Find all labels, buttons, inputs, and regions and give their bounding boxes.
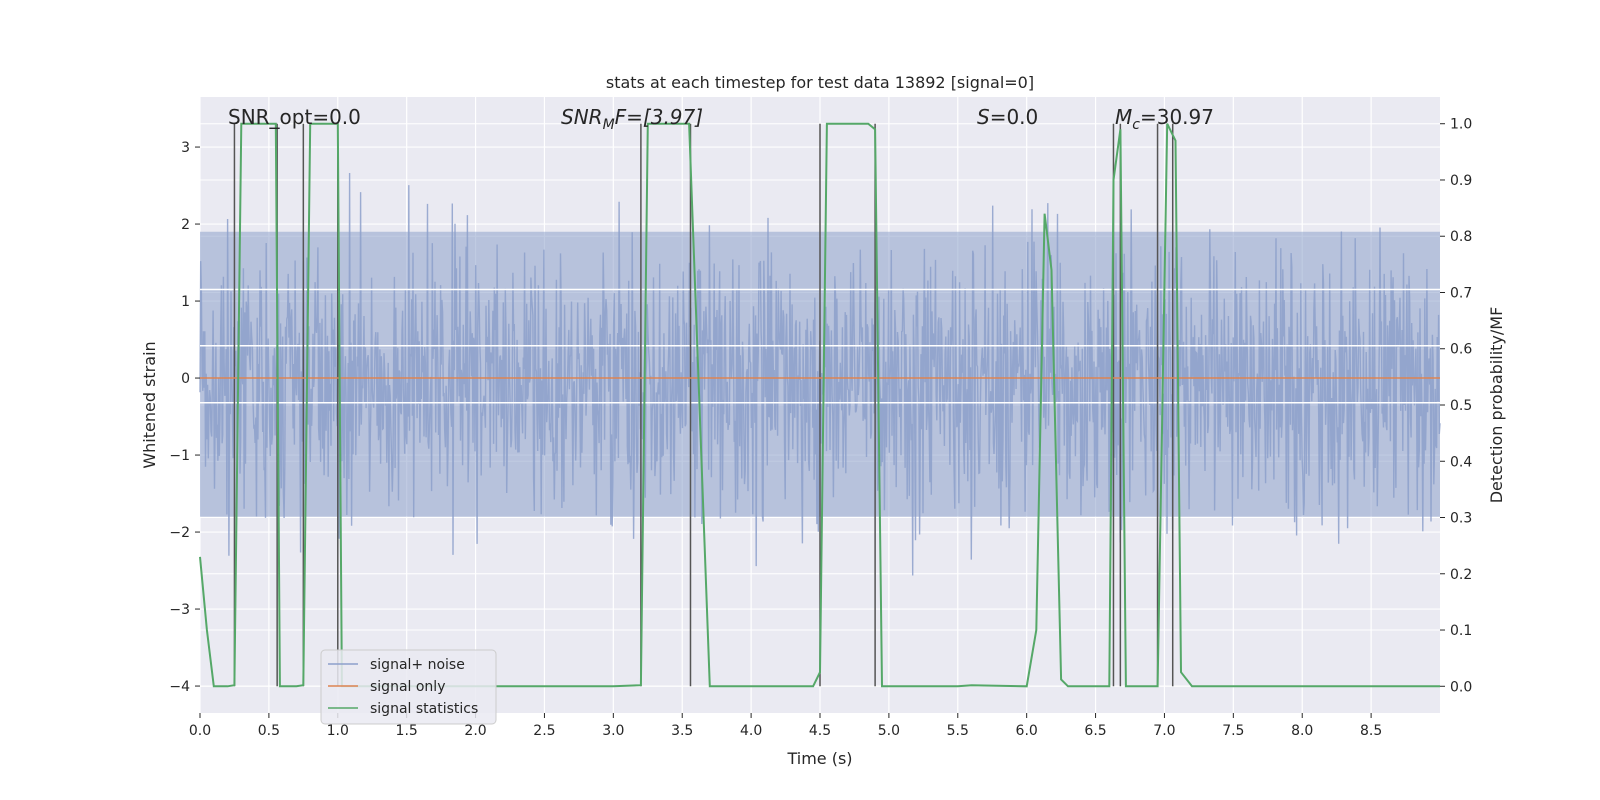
y-axis-label: Whitened strain [140,341,159,468]
x-tick-label: 7.5 [1222,723,1244,739]
annotation-snr-mf: SNRMF=[3.97] [561,105,703,133]
legend: signal+ noise signal only signal statist… [320,649,497,725]
x-tick-label: 2.5 [533,723,555,739]
signal-statistics-series [199,122,1440,688]
y2-tick-label: 0.0 [1450,679,1472,695]
x-tick-label: 5.0 [878,723,900,739]
x-tick-label: 6.0 [1016,723,1038,739]
y2-tick-label: 1.0 [1450,117,1472,133]
annotation-mc: Mc=30.97 [1115,105,1214,133]
y2-tick-label: 0.7 [1450,285,1472,301]
annotation-snr-mf-suffix: F=[3.97] [615,105,703,129]
x-tick-label: 4.0 [740,723,762,739]
y2-tick-label: 0.5 [1450,398,1472,414]
annotation-s-main: S [977,105,990,129]
x-axis-label: Time (s) [786,749,852,768]
y2-tick-label: 0.2 [1450,567,1472,583]
legend-label-signal-only: signal only [370,679,445,695]
annotation-mc-main: M [1115,105,1132,129]
x-tick-label: 2.0 [464,723,486,739]
y-tick-label: 2 [181,217,190,233]
x-tick-label: 0.0 [189,723,211,739]
annotation-mc-suffix: =30.97 [1140,105,1214,129]
y2-tick-label: 0.8 [1450,229,1472,245]
y2-tick-label: 0.9 [1450,173,1472,189]
x-tick-label: 3.0 [602,723,624,739]
x-axis-ticks: 0.0 0.5 1.0 1.5 2.0 2.5 3.0 3.5 4.0 4.5 5.0 5.5 6.0 6… [189,713,1382,739]
y-tick-label: −2 [169,525,190,541]
y2-tick-label: 0.1 [1450,623,1472,639]
annotation-snr-mf-main: SNR [561,105,603,129]
x-tick-label: 1.0 [327,723,349,739]
x-tick-label: 7.0 [1153,723,1175,739]
y-tick-label: −4 [169,679,190,695]
annotation-snr-opt: SNR_opt=0.0 [228,105,361,129]
y-tick-label: 3 [181,140,190,156]
y2-axis-label: Detection probability/MF [1487,307,1506,504]
legend-label-signal-noise: signal+ noise [370,657,465,673]
signal-statistics-line [199,122,1440,688]
y-tick-label: −1 [169,448,190,464]
annotation-s-suffix: =0.0 [990,105,1039,129]
legend-box [320,649,497,725]
x-tick-label: 5.5 [947,723,969,739]
y-tick-label: 0 [181,371,190,387]
x-tick-label: 3.5 [671,723,693,739]
x-tick-label: 8.5 [1360,723,1382,739]
x-tick-label: 4.5 [809,723,831,739]
annotation-s: S=0.0 [977,105,1038,129]
x-tick-label: 6.5 [1084,723,1106,739]
annotation-mc-sub: c [1132,117,1140,133]
y2-tick-label: 0.3 [1450,511,1472,527]
legend-label-signal-statistics: signal statistics [370,701,478,717]
y-tick-label: −3 [169,602,190,618]
y2-tick-label: 0.4 [1450,454,1472,470]
x-tick-label: 8.0 [1291,723,1313,739]
annotation-snr-mf-sub: M [603,117,615,133]
y2-tick-label: 0.6 [1450,342,1472,358]
chart-title: stats at each timestep for test data 138… [606,73,1034,92]
x-tick-label: 1.5 [396,723,418,739]
y-tick-label: 1 [181,294,190,310]
y-axis-ticks: 3 2 1 0 −1 −2 −3 −4 [169,140,200,695]
x-tick-label: 0.5 [258,723,280,739]
y2-axis-ticks: 1.0 0.9 0.8 0.7 0.6 0.5 0.4 0.3 0.2 0.1 0.0 [1440,117,1472,695]
